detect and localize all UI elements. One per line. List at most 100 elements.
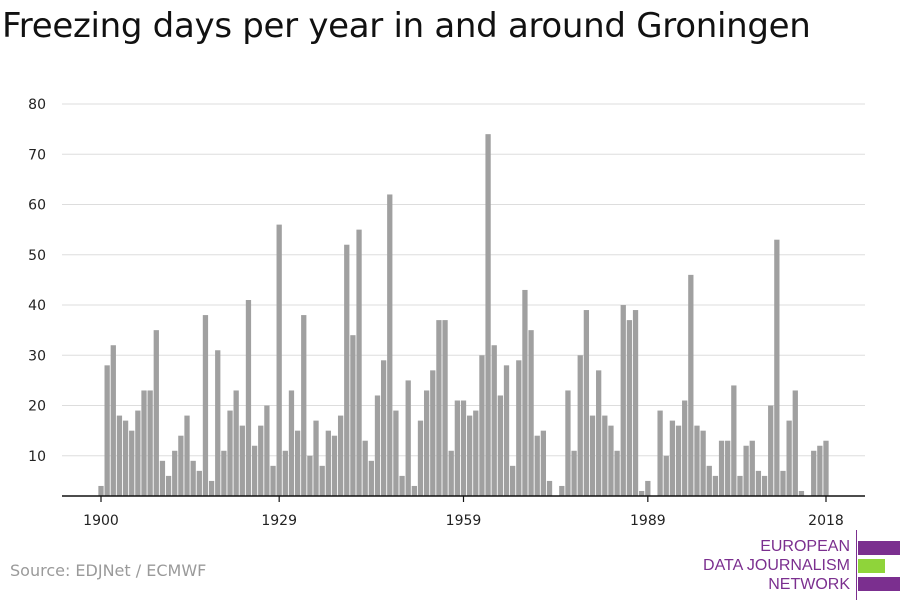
bar-1941 [350, 335, 356, 496]
bar-1949 [399, 475, 405, 496]
bar-1952 [417, 420, 424, 496]
bar-2005 [743, 445, 749, 496]
bar-1957 [448, 450, 454, 496]
x-tick-label-1900: 1900 [83, 513, 119, 529]
bar-1925 [251, 445, 258, 496]
bar-2009 [768, 405, 774, 496]
bar-2001 [718, 440, 725, 496]
y-axis-tick-labels: 10 20 30 40 50 60 70 80 [28, 97, 46, 465]
bar-1936 [319, 465, 325, 496]
bar-1973 [546, 480, 553, 496]
bar-1965 [497, 395, 504, 496]
bar-1999 [706, 465, 712, 496]
bar-1958 [454, 400, 460, 496]
bar-1907 [141, 390, 147, 496]
bar-1910 [159, 460, 166, 496]
bar-1920 [221, 450, 227, 496]
bar-1992 [663, 455, 669, 496]
bar-1934 [307, 455, 313, 496]
bar-1972 [540, 430, 547, 496]
bar-1930 [282, 450, 288, 496]
y-tick-label-20: 20 [28, 399, 46, 415]
bar-2014 [798, 490, 805, 496]
bar-1977 [571, 450, 577, 496]
x-tick-label-1989: 1989 [630, 513, 666, 529]
bar-1933 [301, 315, 307, 496]
logo-bar-green [858, 559, 885, 573]
bar-2012 [786, 420, 792, 496]
bar-2003 [731, 385, 737, 496]
bar-1966 [503, 365, 510, 496]
bar-1988 [639, 490, 645, 496]
bar-1906 [135, 410, 141, 496]
bar-1935 [313, 420, 319, 496]
bar-2010 [774, 239, 780, 496]
bar-1938 [331, 435, 338, 496]
x-axis: 1900 1929 1959 1989 2018 [62, 495, 865, 529]
bar-1956 [442, 320, 448, 496]
bar-1937 [325, 430, 331, 496]
bar-1994 [675, 425, 682, 496]
bar-1998 [700, 430, 706, 496]
bar-1970 [528, 330, 534, 496]
bar-1981 [596, 370, 602, 496]
bar-2007 [755, 470, 762, 496]
bar-1978 [577, 355, 583, 496]
bar-1947 [387, 194, 393, 496]
bar-1913 [178, 435, 184, 496]
bar-1959 [460, 400, 467, 496]
bar-2002 [725, 440, 731, 496]
bar-1996 [688, 274, 694, 496]
bar-1924 [245, 300, 252, 496]
bar-1942 [356, 229, 362, 496]
bar-1961 [473, 410, 479, 496]
edjnet-logo[interactable]: EUROPEAN DATA JOURNALISM NETWORK [700, 530, 900, 600]
bar-2008 [761, 475, 768, 496]
bar-2000 [712, 475, 719, 496]
bar-1955 [436, 320, 442, 496]
bar-1987 [632, 310, 639, 496]
bar-1985 [620, 305, 626, 496]
bar-1911 [165, 475, 172, 496]
logo-line-1: EUROPEAN [760, 538, 850, 555]
bar-1946 [380, 360, 387, 496]
x-tick-label-2018: 2018 [808, 513, 844, 529]
bar-1916 [196, 470, 202, 496]
bar-1903 [116, 415, 123, 496]
bar-2018 [823, 440, 829, 496]
bar-1909 [153, 330, 159, 496]
y-tick-label-70: 70 [28, 147, 46, 163]
bar-1967 [510, 465, 516, 496]
y-tick-label-10: 10 [28, 449, 46, 465]
bar-1931 [288, 390, 295, 496]
bar-1915 [190, 460, 196, 496]
bar-1997 [694, 425, 700, 496]
bar-1902 [110, 345, 116, 496]
bar-1948 [393, 410, 399, 496]
bar-1960 [467, 415, 473, 496]
logo-line-2: DATA JOURNALISM [703, 557, 850, 574]
y-tick-label-80: 80 [28, 97, 46, 113]
bar-1969 [522, 289, 528, 496]
bar-1918 [208, 480, 215, 496]
y-tick-label-40: 40 [28, 298, 46, 314]
logo-bar-purple-top [858, 541, 900, 555]
x-tick-label-1929: 1929 [261, 513, 297, 529]
bar-2006 [749, 440, 755, 496]
bar-1964 [491, 345, 497, 496]
bar-1976 [565, 390, 571, 496]
bar-1929 [276, 224, 282, 496]
bar-1995 [682, 400, 688, 496]
bar-1979 [583, 310, 590, 496]
bar-1926 [258, 425, 264, 496]
bar-1953 [423, 390, 430, 496]
bar-1922 [233, 390, 239, 496]
bar-1927 [264, 405, 270, 496]
bar-1901 [104, 365, 110, 496]
bar-1905 [129, 430, 135, 496]
bar-1954 [430, 370, 436, 496]
bar-1900 [98, 485, 104, 496]
bar-2017 [817, 445, 823, 496]
bar-1945 [374, 395, 381, 496]
